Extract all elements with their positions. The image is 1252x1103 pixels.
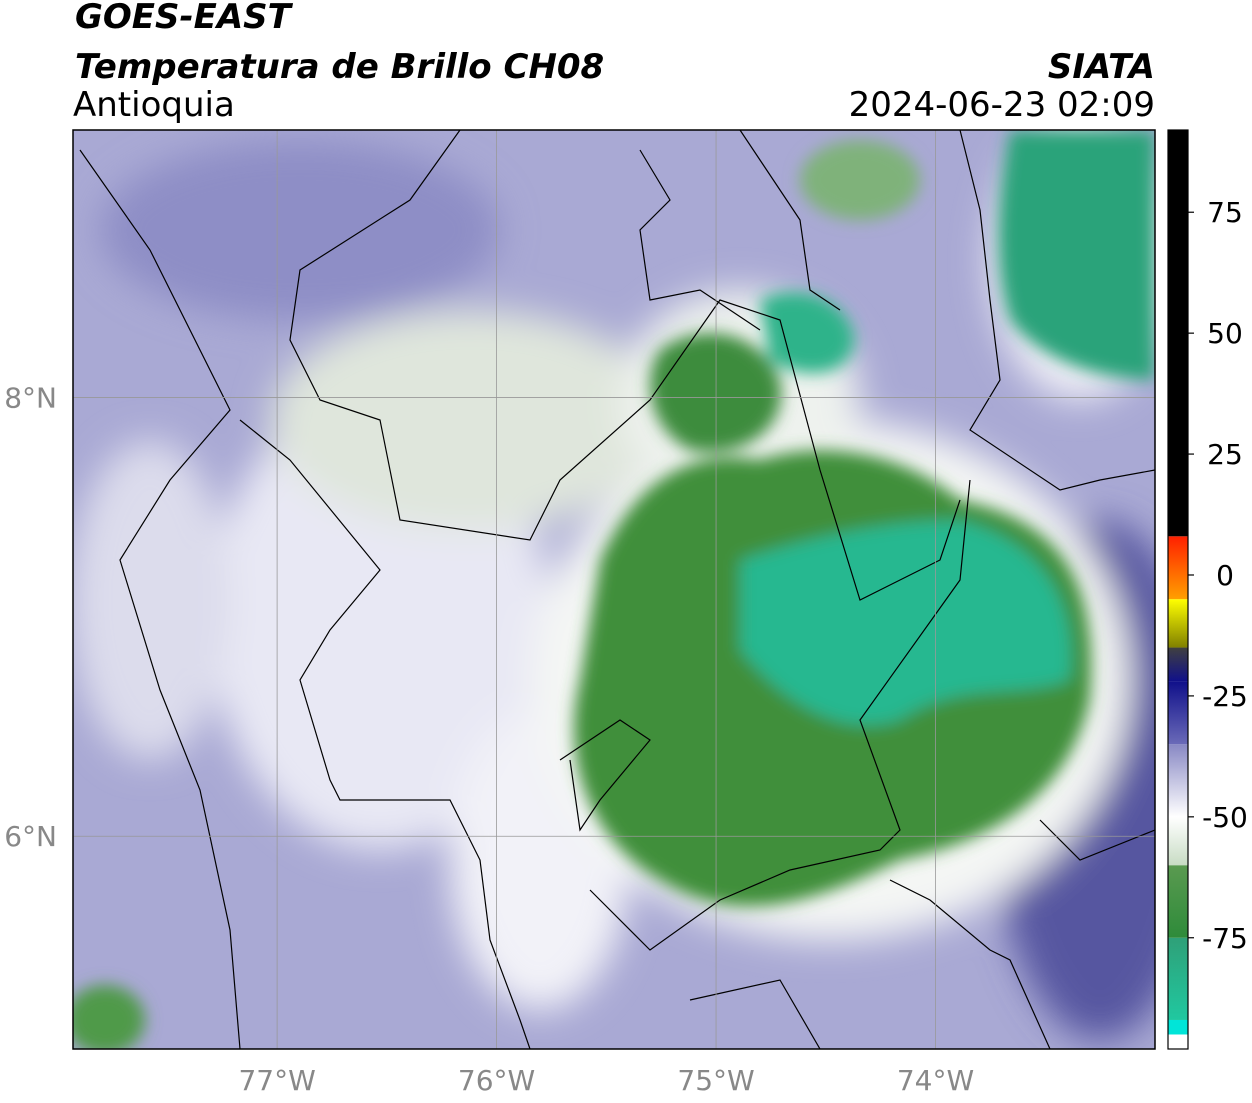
colorbar-tick-label: -25 [1202, 680, 1248, 713]
colorbar-tick-label: -75 [1202, 922, 1248, 955]
product: Temperatura de Brillo CH08 [75, 47, 604, 87]
colorbar-segment [1168, 744, 1188, 817]
colorbar-tick-label: 75 [1207, 196, 1243, 229]
x-tick-label: 76°W [458, 1064, 535, 1097]
x-tick-label: 74°W [897, 1064, 974, 1097]
map-frame [72, 129, 1156, 1050]
x-tick-label: 75°W [677, 1064, 754, 1097]
colorbar-tick-label: -50 [1202, 801, 1248, 834]
y-tick-label: 6°N [4, 820, 57, 853]
colorbar-segment [1168, 1034, 1188, 1049]
colorbar-tick-label: 0 [1216, 559, 1234, 592]
colorbar-segment [1168, 1019, 1188, 1035]
datetime: 2024-06-23 02:09 [849, 85, 1155, 125]
y-tick-label: 8°N [4, 382, 57, 415]
colorbar-segment [1168, 816, 1188, 866]
satellite-image [73, 130, 1155, 1049]
colorbar-segment [1168, 130, 1188, 537]
colorbar-segment [1168, 647, 1188, 682]
source: SIATA [1048, 47, 1155, 87]
region: Antioquia [73, 85, 235, 125]
colorbar-segment [1168, 599, 1188, 648]
colorbar: 75 50 25 0 -25 -50 -75 [1167, 129, 1248, 1050]
colorbar-segment [1168, 937, 1188, 1020]
colorbar-segment [1168, 681, 1188, 745]
colorbar-frame [1167, 129, 1189, 1050]
colorbar-segment [1168, 865, 1188, 938]
graticule: 77°W 76°W 75°W 74°W 8°N 6°N [4, 130, 1155, 1097]
colorbar-tick-label: 25 [1207, 438, 1243, 471]
colorbar-tick-label: 50 [1207, 317, 1243, 350]
satellite: GOES-EAST [75, 0, 294, 37]
x-tick-label: 77°W [238, 1064, 315, 1097]
colorbar-segment [1168, 536, 1188, 600]
